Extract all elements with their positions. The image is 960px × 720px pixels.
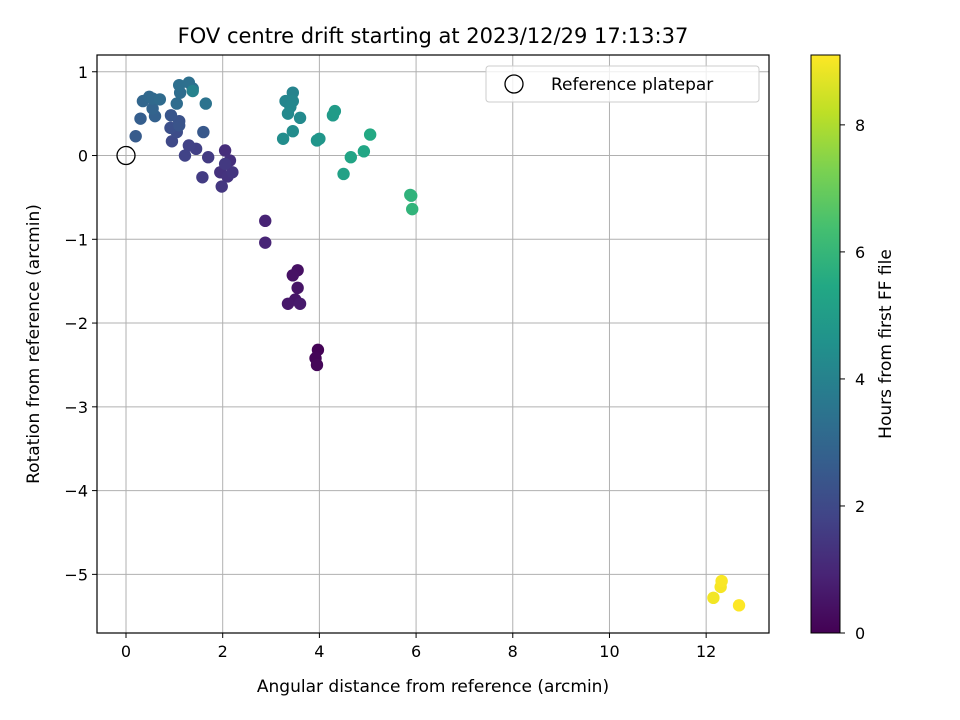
data-point (218, 144, 232, 157)
data-point (165, 135, 179, 148)
data-point (153, 93, 167, 106)
y-tick-label: −3 (64, 398, 88, 417)
data-point (129, 130, 142, 143)
colorbar-ticks: 0 2 4 6 8 (840, 116, 865, 643)
x-tick-label: 0 (121, 642, 131, 661)
y-tick-label: −4 (64, 482, 88, 501)
data-point (259, 236, 272, 249)
y-axis-label: Rotation from reference (arcmin) (24, 204, 44, 484)
data-point (328, 104, 342, 118)
legend: Reference platepar (485, 65, 760, 103)
colorbar-tick-label: 4 (855, 370, 865, 389)
legend-box (485, 65, 760, 103)
data-point (281, 107, 295, 120)
data-points (116, 76, 746, 612)
data-point (259, 214, 272, 228)
colorbar-tick-label: 8 (855, 116, 865, 135)
x-tick-label: 4 (314, 642, 324, 661)
x-axis-label: Angular distance from reference (arcmin) (257, 677, 609, 697)
data-point (310, 358, 324, 372)
data-point (197, 125, 210, 139)
y-tick-label: 1 (78, 63, 88, 82)
x-tick-label: 6 (411, 642, 421, 661)
data-point (199, 97, 212, 110)
colorbar-frame (810, 54, 841, 634)
data-point (313, 132, 326, 145)
colorbar: 0 2 4 6 8 Hours from first FF file (810, 54, 896, 643)
data-point (196, 171, 209, 184)
colorbar-gradient (811, 55, 840, 633)
x-tick-label: 12 (696, 642, 716, 661)
x-axis: 0 2 4 6 8 10 12 (121, 633, 716, 661)
y-tick-label: −2 (64, 314, 88, 333)
y-tick-label: −1 (64, 230, 88, 249)
data-point (286, 125, 299, 138)
chart-title: FOV centre drift starting at 2023/12/29 … (178, 24, 689, 48)
data-point (281, 297, 295, 310)
data-point (276, 132, 290, 145)
colorbar-tick-label: 2 (855, 497, 865, 516)
reference-platepar-marker (116, 145, 136, 166)
colorbar-tick-label: 0 (855, 624, 865, 643)
x-tick-label: 10 (599, 642, 619, 661)
y-tick-label: 0 (78, 147, 88, 166)
data-point (226, 166, 239, 179)
data-point (406, 202, 419, 216)
legend-label-reference: Reference platepar (551, 75, 713, 95)
data-point (344, 150, 358, 164)
data-point (215, 180, 228, 193)
data-point (164, 109, 178, 122)
data-point (172, 119, 186, 132)
data-point (170, 97, 183, 110)
data-point (363, 128, 377, 141)
data-point (172, 78, 186, 92)
x-tick-label: 8 (508, 642, 518, 661)
data-point (218, 157, 232, 171)
plot-frame (96, 54, 770, 634)
data-point (291, 281, 304, 295)
y-tick-label: −5 (64, 565, 88, 584)
data-point (201, 150, 215, 164)
data-point (146, 102, 159, 115)
data-point (178, 149, 192, 162)
data-point (732, 599, 746, 612)
data-point (715, 574, 728, 588)
grid-lines (97, 55, 769, 633)
data-point (134, 112, 147, 125)
y-axis: −5 −4 −3 −2 −1 0 1 (64, 63, 97, 584)
x-tick-label: 2 (218, 642, 228, 661)
data-point (707, 591, 720, 605)
data-point (186, 84, 199, 98)
colorbar-label: Hours from first FF file (876, 249, 896, 439)
data-point (337, 167, 350, 181)
data-point (405, 189, 418, 202)
data-point (293, 297, 307, 310)
legend-marker-reference (504, 74, 524, 94)
colorbar-tick-label: 6 (855, 243, 865, 262)
data-point (357, 145, 371, 158)
data-point (293, 111, 307, 125)
data-point (286, 269, 299, 282)
data-point (182, 139, 196, 152)
